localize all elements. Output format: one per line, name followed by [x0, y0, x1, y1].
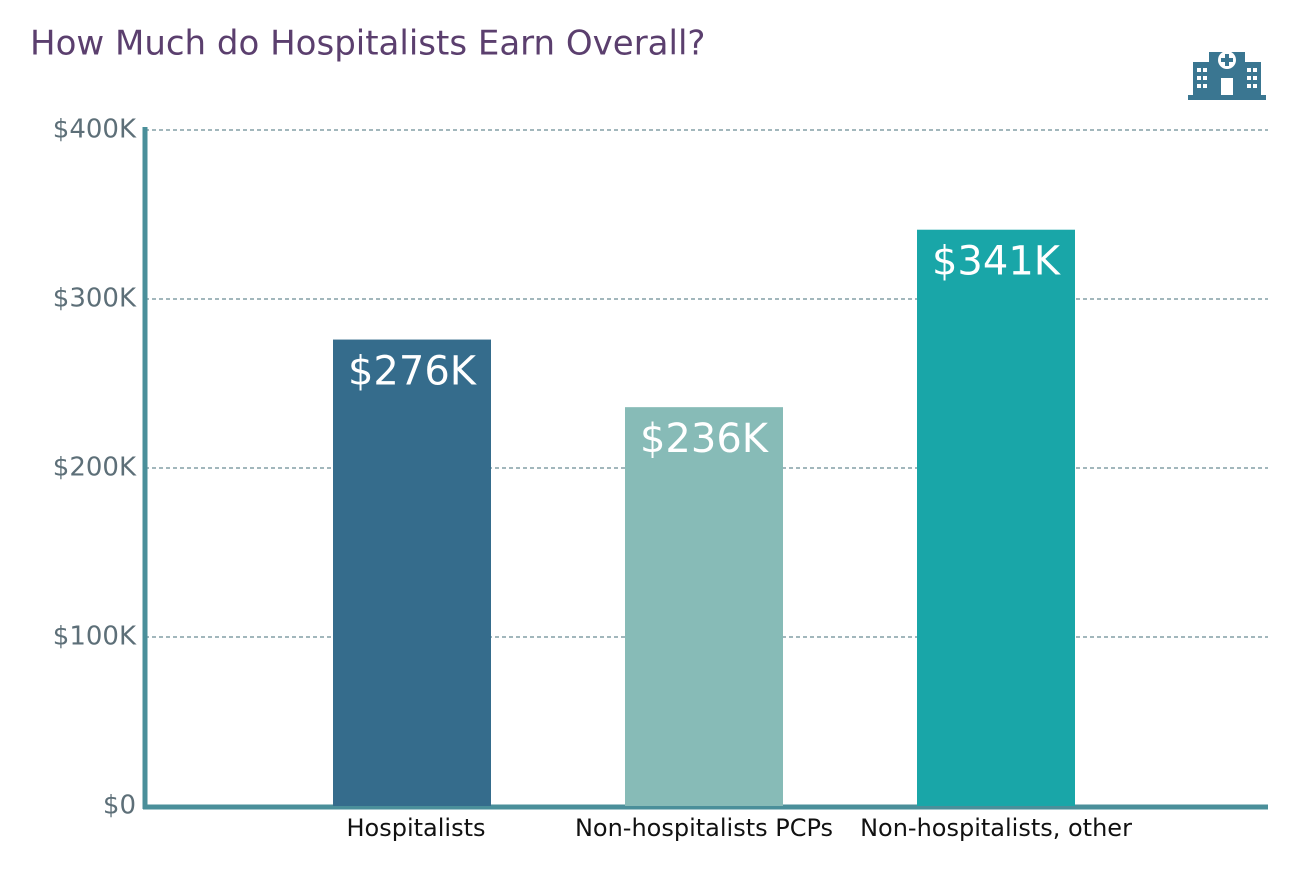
y-tick-label: $400K: [53, 115, 137, 145]
chart-title: How Much do Hospitalists Earn Overall?: [30, 24, 705, 64]
y-tick-label: $100K: [53, 622, 137, 652]
value-label: $236K: [640, 416, 770, 462]
y-tick-label: $300K: [53, 284, 137, 314]
value-label: $341K: [932, 239, 1062, 285]
x-tick-label: Non-hospitalists PCPs: [575, 814, 833, 842]
y-tick-label: $0: [103, 791, 136, 821]
bar: [333, 339, 491, 806]
y-tick-label: $200K: [53, 453, 137, 483]
x-tick-label: Non-hospitalists, other: [860, 814, 1132, 842]
hospital-icon: [1188, 51, 1266, 100]
x-tick-label: Hospitalists: [346, 814, 485, 842]
value-label: $276K: [348, 349, 478, 395]
bar: [917, 229, 1075, 806]
bar: [625, 407, 783, 806]
